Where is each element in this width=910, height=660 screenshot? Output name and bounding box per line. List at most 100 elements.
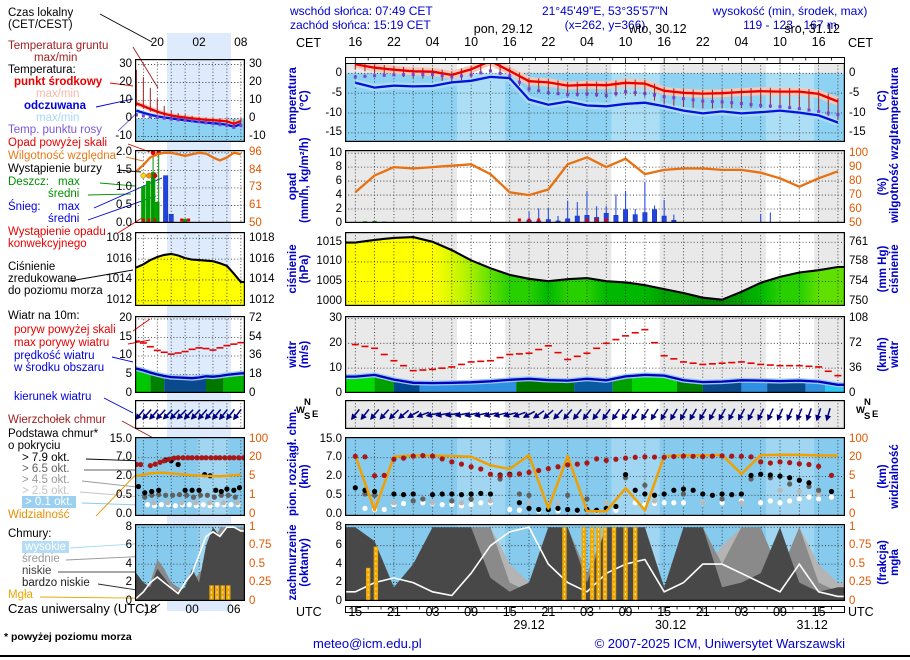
sunrise-time: wschód słońca: 07:49 CET	[290, 4, 433, 18]
legend-snieg: Śnieg:	[8, 201, 41, 213]
day-label: śro, 31.12	[784, 22, 840, 36]
axis-tick-label: 4	[335, 557, 342, 570]
legend-footnote: * powyżej poziomu morza	[4, 631, 132, 643]
date-label: 31.12	[796, 618, 828, 632]
axis-tick-label: 1016	[106, 252, 132, 265]
axis-tick-label: 1	[849, 520, 856, 533]
axis-tick-label: 90	[849, 160, 862, 173]
axis-tick-label: 0	[849, 594, 856, 607]
axis-tick-label: 0	[249, 386, 256, 399]
legend-srd: średnie	[22, 553, 60, 565]
axis-tick-label: 8	[335, 520, 342, 533]
axis-title-left: opad (mm/h, kg/m²/h)	[287, 137, 311, 223]
utc-hour-tick: 03	[734, 605, 749, 619]
axis-tick-label: 6	[335, 174, 342, 187]
axis-tick-label: 0	[335, 66, 342, 79]
legend-cis2: zredukowane	[8, 273, 77, 285]
axis-tick-label: 0.5	[116, 488, 132, 501]
axis-tick-label: 1.5	[116, 163, 132, 176]
axis-tick-label: 100	[249, 432, 269, 445]
main-pressure-panel	[345, 232, 845, 307]
legend-okt45: > 4.5 okt.	[22, 474, 70, 486]
axis-tick-label: 1015	[316, 235, 342, 248]
legend-nis: niskie	[22, 565, 52, 577]
axis-tick-label: 8	[125, 520, 132, 533]
axis-tick-label: 0	[849, 66, 856, 79]
cet-hour-tick: 22	[386, 35, 401, 49]
axis-tick-label: 15.0	[109, 432, 132, 445]
axis-tick-label: 8	[335, 160, 342, 173]
axis-tick-label: -10	[115, 130, 132, 143]
legend-podst1: Podstawa chmur*	[8, 428, 99, 440]
email-link[interactable]: meteo@icm.edu.pl	[313, 636, 422, 651]
utc-hour-tick: 15	[348, 605, 363, 619]
axis-title-left: pion. rozciągł. chm. (km)	[287, 408, 311, 516]
axis-tick-label: 1000	[316, 294, 342, 307]
axis-tick-label: 20	[329, 336, 342, 349]
utc-label-right: UTC	[848, 605, 874, 619]
utc-hour-tick: 21	[386, 605, 401, 619]
sunset-time: zachód słońca: 15:19 CET	[290, 18, 431, 32]
axis-tick-label: 754	[849, 275, 869, 288]
axis-tick-label: 0.5	[849, 557, 865, 570]
humidity-line	[354, 156, 839, 197]
axis-title-right: (°C) temperatura	[877, 67, 901, 134]
main-wind-direction-panel	[345, 400, 845, 429]
axis-title-right: (km/h) wiatr	[877, 337, 901, 372]
thumb-cloud-extent-panel	[133, 437, 247, 517]
legend-poryw: poryw powyżej skali	[14, 324, 116, 336]
axis-tick-label: 72	[249, 312, 262, 325]
axis-tick-label: 30	[119, 57, 132, 70]
axis-tick-label: 0	[249, 594, 256, 607]
axis-tick-label: 0	[125, 594, 132, 607]
axis-tick-label: 10	[329, 361, 342, 374]
axis-title-left: ciśnienie (hPa)	[287, 244, 311, 294]
axis-title-right: (frakcja) mgła	[877, 540, 901, 585]
high-clouds-line	[135, 526, 245, 599]
hour-tick-strip	[345, 600, 845, 613]
axis-tick-label: 50	[249, 216, 262, 229]
grid-xy: (x=262, y=366)	[564, 18, 646, 32]
utc-hour-tick: 09	[464, 605, 479, 619]
coordinates: 21°45'49"E, 53°35'57"N	[541, 4, 669, 18]
axis-tick-label: 0.0	[326, 507, 342, 520]
cet-hour-tick: 16	[657, 35, 672, 49]
axis-title-right: (km) widzialność	[877, 444, 901, 509]
cet-hour-tick: 16	[811, 35, 826, 49]
axis-tick-label: 1.0	[116, 181, 132, 194]
axis-tick-label: 5	[125, 367, 132, 380]
main-temperature-panel	[345, 56, 845, 143]
legend-konw2: konwekcyjnego	[8, 238, 87, 250]
feel-temp-line	[136, 109, 242, 129]
legend-grunt2: max/min	[34, 52, 78, 64]
axis-tick-label: 30	[329, 311, 342, 324]
legend-punkt: punkt środkowy	[14, 76, 103, 88]
legend-wys: wysokie	[22, 541, 69, 553]
legend-kier: kierunek wiatru	[14, 391, 92, 403]
axis-tick-label: 0	[335, 594, 342, 607]
axis-tick-label: 108	[849, 311, 869, 324]
legend-deszcz-max: max	[58, 176, 80, 188]
axis-title-right: (%) wilgotność wzgl.	[877, 131, 901, 223]
thumb-wind-direction-panel	[135, 400, 246, 429]
utc-hour-tick: 03	[580, 605, 594, 619]
pressure-line	[135, 252, 245, 284]
axis-tick-label: 0	[249, 112, 256, 125]
axis-tick-label: -5	[849, 86, 860, 99]
date-label: 30.12	[654, 618, 687, 632]
axis-tick-label: 1005	[316, 275, 342, 288]
axis-tick-label: 1016	[249, 252, 275, 265]
bottom-divider	[0, 655, 910, 657]
axis-tick-label: 2	[335, 202, 342, 215]
axis-tick-label: 2.0	[326, 470, 342, 482]
axis-tick-label: 20	[119, 75, 132, 88]
cet-hour-tick: 10	[773, 35, 787, 49]
axis-tick-label: 758	[849, 255, 869, 268]
axis-tick-label: 80	[849, 174, 862, 187]
axis-tick-label: 1018	[249, 231, 275, 244]
axis-tick-label: 15.0	[319, 432, 342, 445]
legend-snieg-max: max	[58, 201, 80, 213]
axis-tick-label: 0.75	[249, 539, 272, 552]
thumb-temperature-panel	[134, 59, 246, 143]
axis-tick-label: 4	[335, 188, 342, 201]
